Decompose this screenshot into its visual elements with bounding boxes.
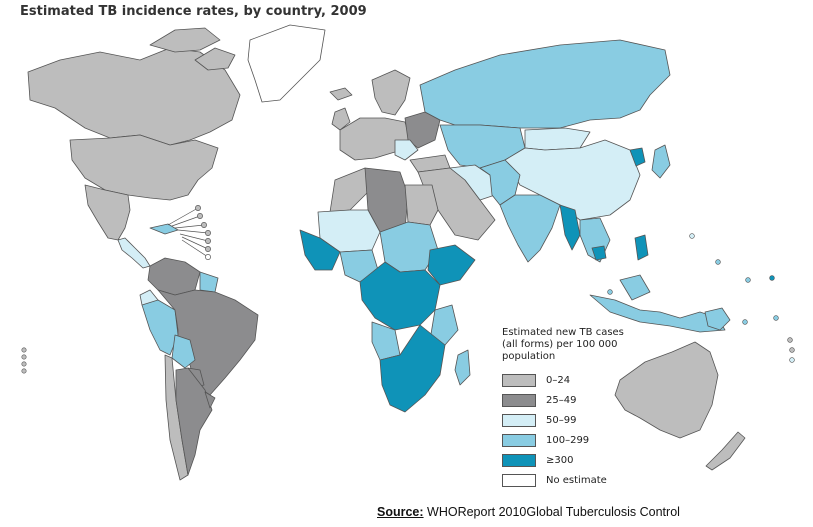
region-scandinavia <box>371 69 411 116</box>
source-text: WHOReport 2010Global Tuberculosis Contro… <box>427 505 680 519</box>
region-horn-africa <box>427 244 476 286</box>
legend-label: 100–299 <box>546 434 590 446</box>
region-southern-africa <box>379 324 446 413</box>
region-arctic-islands <box>149 27 221 53</box>
legend-item: 50–99 <box>502 411 632 429</box>
legend: Estimated new TB cases (all forms) per 1… <box>502 327 632 491</box>
region-iceland <box>329 87 353 101</box>
legend-label: 50–99 <box>546 414 577 426</box>
pacific-island-dots <box>21 233 795 374</box>
region-australia <box>614 341 719 439</box>
region-central-america <box>117 237 151 269</box>
region-balkans <box>394 139 419 161</box>
caribbean-callouts <box>167 205 211 260</box>
region-borneo <box>619 274 651 301</box>
region-north-korea <box>629 147 646 167</box>
map-title: Estimated TB incidence rates, by country… <box>20 4 367 19</box>
legend-swatch <box>502 413 536 427</box>
region-russia <box>419 39 671 129</box>
legend-title: Estimated new TB cases (all forms) per 1… <box>502 327 624 362</box>
region-myanmar <box>559 204 581 251</box>
region-japan <box>651 144 671 179</box>
region-egypt <box>404 184 439 226</box>
source-caption: Source: WHOReport 2010Global Tuberculosi… <box>377 505 680 519</box>
region-india <box>499 194 561 263</box>
region-mexico <box>84 184 131 241</box>
legend-label: No estimate <box>546 474 607 486</box>
legend-swatch <box>502 453 536 467</box>
legend-label: ≥300 <box>546 454 574 466</box>
region-guianas <box>199 271 219 293</box>
region-canada <box>27 47 241 146</box>
legend-item: No estimate <box>502 471 632 489</box>
region-arctic-islands-2 <box>194 47 236 71</box>
region-peru <box>141 299 179 356</box>
region-west-africa <box>299 229 341 271</box>
region-usa <box>69 134 219 201</box>
region-madagascar <box>454 349 471 386</box>
region-north-africa-west <box>329 167 371 213</box>
region-bolivia <box>171 334 196 369</box>
legend-swatch <box>502 433 536 447</box>
region-central-africa <box>359 261 441 331</box>
region-colombia-venezuela <box>147 257 201 296</box>
region-cambodia <box>591 245 607 261</box>
legend-swatch <box>502 373 536 387</box>
legend-label: 25–49 <box>546 394 577 406</box>
legend-item: ≥300 <box>502 451 632 469</box>
region-mongolia <box>524 127 591 151</box>
legend-label: 0–24 <box>546 374 571 386</box>
region-argentina <box>175 367 213 476</box>
legend-item: 100–299 <box>502 431 632 449</box>
region-papua-new-guinea <box>704 307 731 331</box>
region-philippines <box>634 234 649 261</box>
legend-item: 25–49 <box>502 391 632 409</box>
region-greenland <box>247 24 326 103</box>
legend-item: 0–24 <box>502 371 632 389</box>
region-uk <box>331 107 351 131</box>
legend-swatch <box>502 473 536 487</box>
region-new-zealand <box>705 431 746 471</box>
legend-swatch <box>502 393 536 407</box>
source-label: Source: <box>377 505 424 519</box>
region-uruguay <box>204 391 216 409</box>
